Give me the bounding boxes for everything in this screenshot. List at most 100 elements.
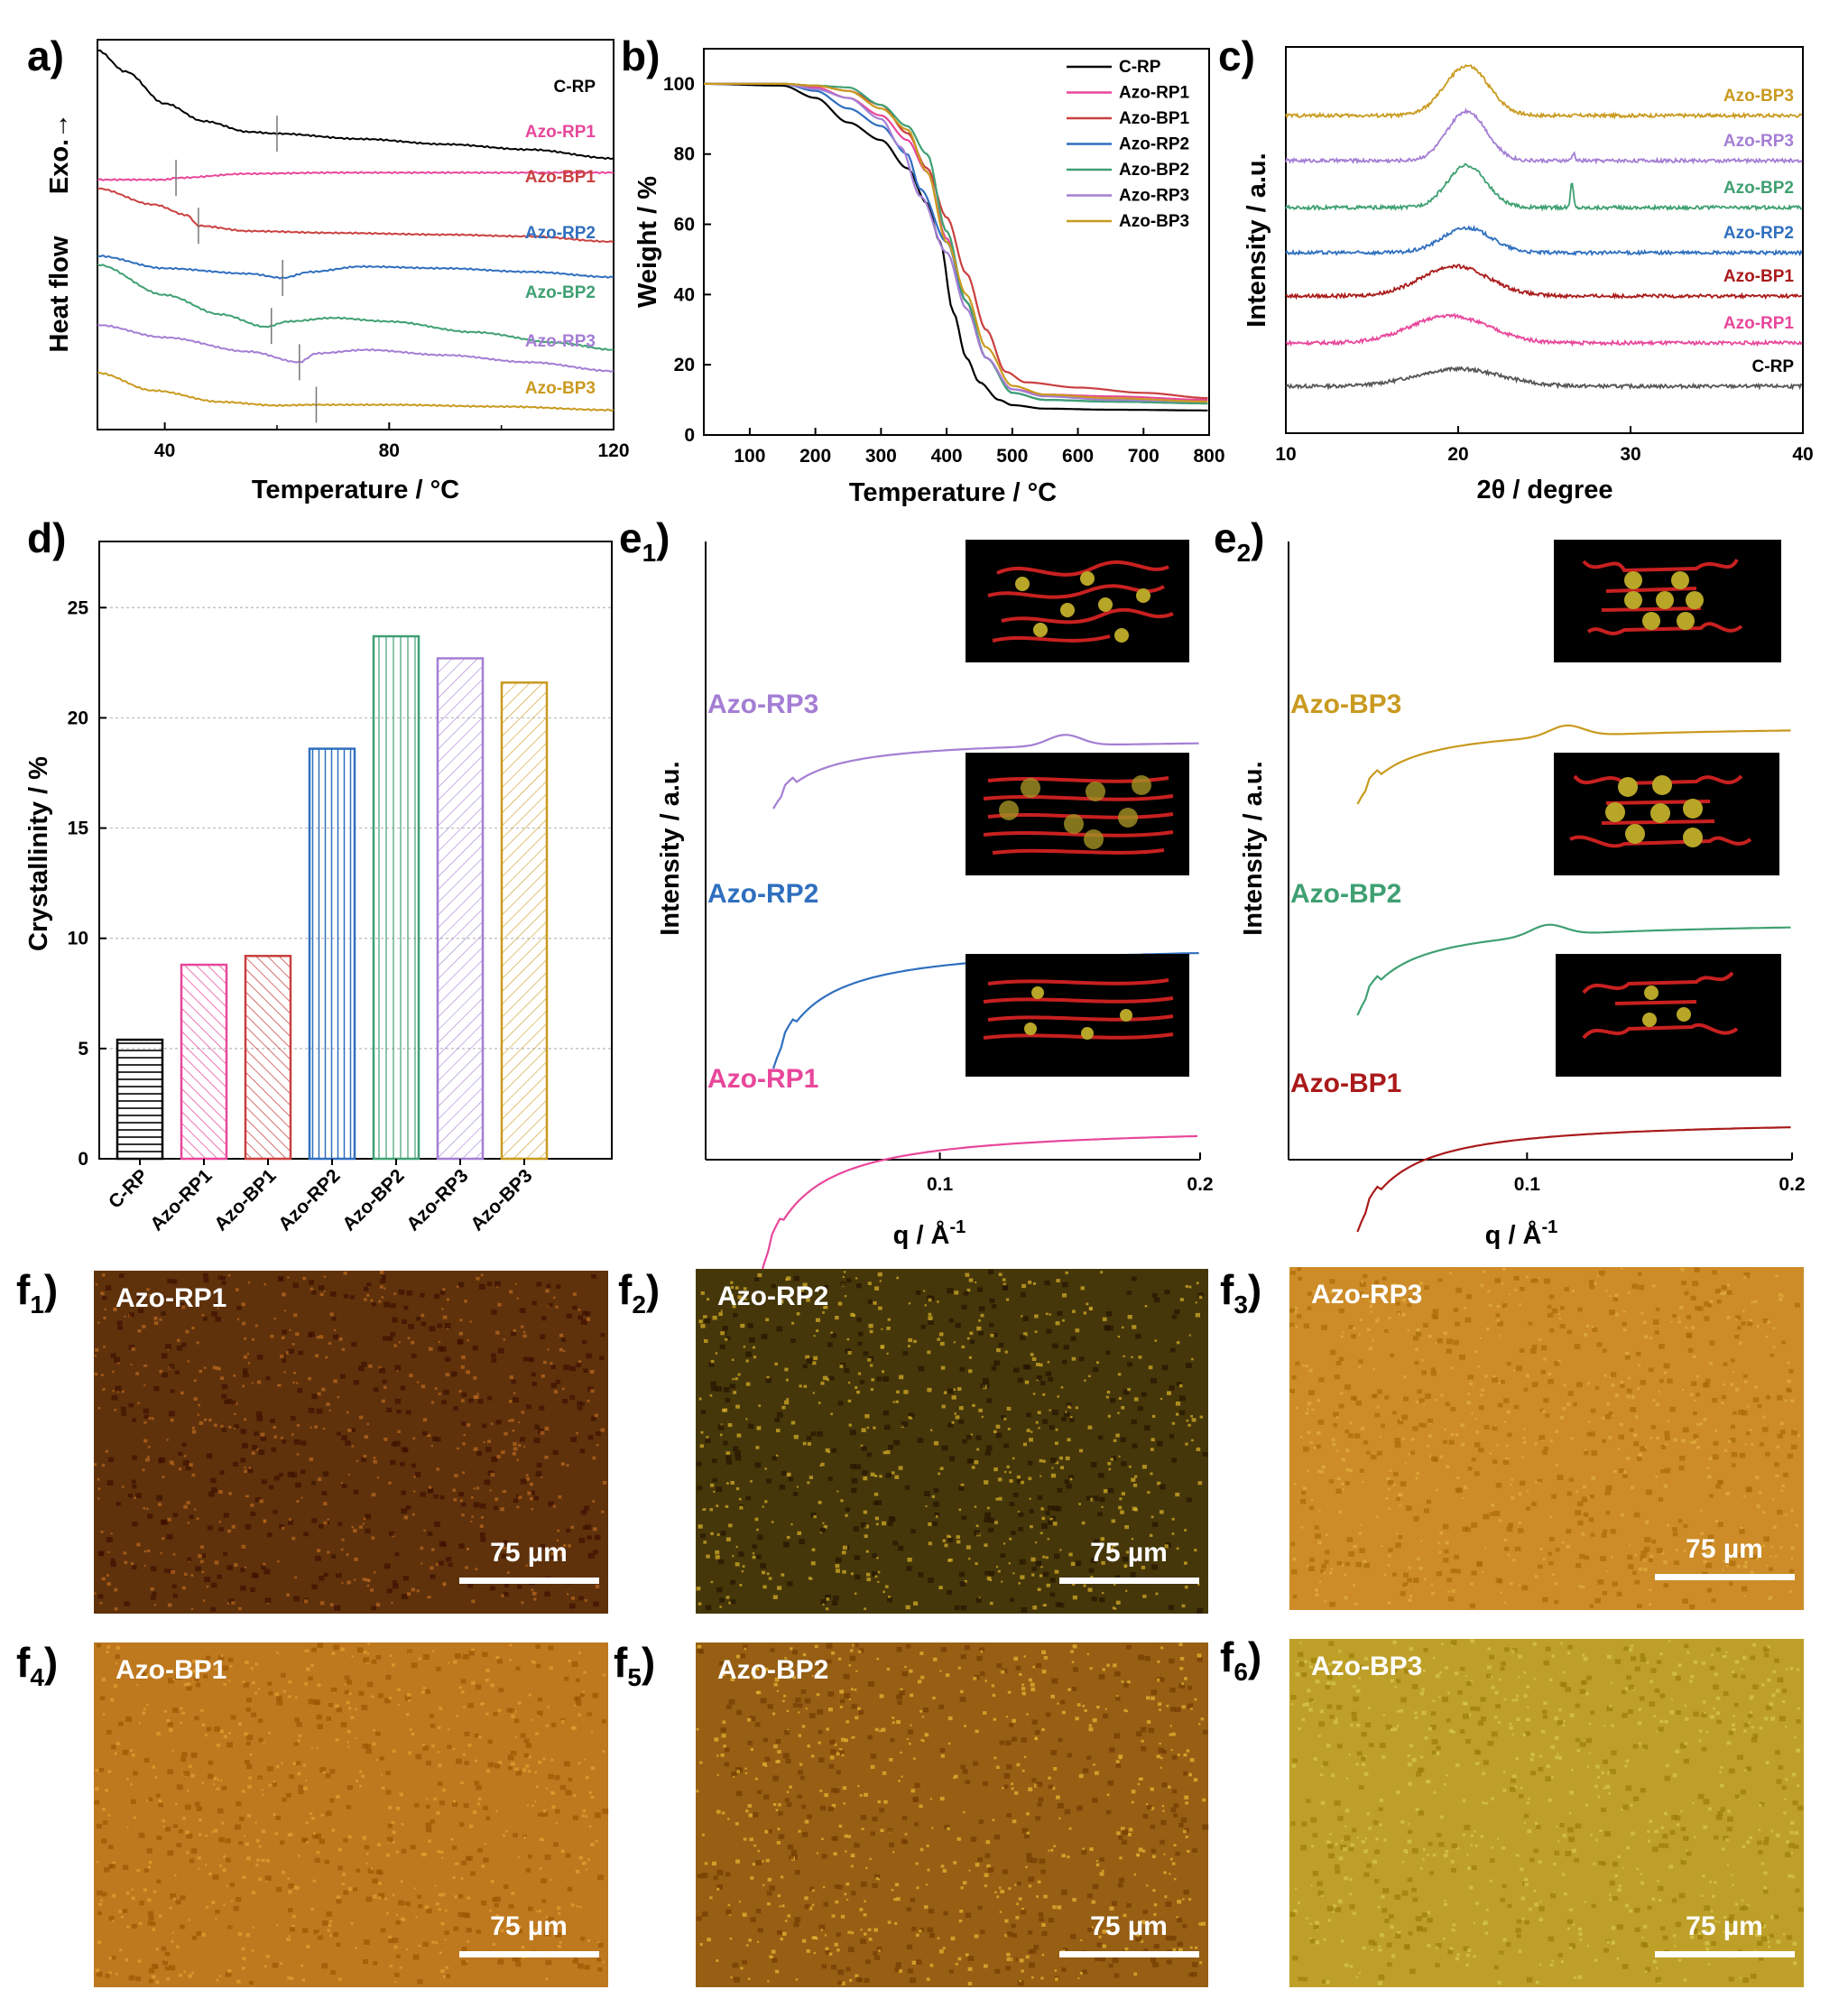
micrograph-texture	[94, 1642, 609, 1985]
tga-y-axis-label: Weight / %	[633, 176, 662, 308]
xrd-series-label: Azo-RP2	[1723, 224, 1794, 243]
crystallinity-y-tick-label: 10	[68, 929, 88, 949]
saxs-rp-series-label: Azo-RP1	[707, 1064, 818, 1094]
xrd-chart: 10 20 30 40 C-RP Azo-RP1 Azo-BP1 Azo-RP2 Azo-BP…	[1243, 46, 1814, 504]
xrd-curve-azo-rp3	[1285, 107, 1803, 165]
scale-bar-label: 75 µm	[490, 1538, 568, 1568]
scale-bar	[1059, 1578, 1199, 1584]
tga-x-tick-label: 100	[734, 446, 765, 467]
crystallinity-x-tick-label: Azo-RP3	[402, 1165, 472, 1235]
schematic-inset-bp2	[1554, 753, 1779, 875]
tga-legend-label: Azo-BP3	[1119, 212, 1189, 231]
tga-x-tick-label: 200	[799, 446, 831, 467]
scale-bar-label: 75 µm	[1686, 1911, 1763, 1941]
saxs-rp-chart: 0.1 0.2 Azo-RP3 Azo-RP2 Azo-RP1 Intensity /…	[656, 540, 1214, 1278]
dsc-plot-frame	[97, 39, 614, 430]
crystallinity-x-tick-label: Azo-RP2	[274, 1165, 344, 1235]
scale-bar-label: 75 µm	[1686, 1534, 1763, 1564]
crystallinity-x-tick-label: Azo-BP1	[210, 1165, 281, 1235]
dsc-y-axis-label: Heat flow	[45, 236, 74, 352]
xrd-curve-azo-bp2	[1285, 162, 1802, 212]
dsc-x-axis-label: Temperature / °C	[252, 476, 459, 504]
tga-y-tick-label: 60	[674, 215, 695, 236]
panel-label-e1: e1)	[619, 514, 670, 567]
saxs-bp-y-axis-label: Intensity / a.u.	[1239, 761, 1268, 935]
dsc-curve-azo-bp1	[97, 187, 614, 244]
tga-y-tick-label: 0	[684, 425, 695, 446]
tga-curve-c-rp	[704, 82, 1208, 412]
dsc-x-tick-label: 80	[379, 440, 400, 461]
crystallinity-y-tick-label: 5	[78, 1039, 88, 1060]
tga-legend-label: C-RP	[1119, 58, 1161, 77]
xrd-x-tick-label: 40	[1792, 444, 1813, 465]
crystallinity-bar-azo-bp2	[372, 634, 420, 1161]
micrograph-sample-label: Azo-BP3	[1311, 1652, 1422, 1681]
saxs-bp-curve-azo-bp1	[1356, 1126, 1791, 1233]
crystallinity-x-tick-label: Azo-RP1	[146, 1165, 217, 1235]
tga-y-tick-label: 80	[674, 144, 695, 165]
scale-bar	[1655, 1951, 1795, 1957]
crystallinity-y-tick-label: 20	[68, 708, 88, 728]
micrograph-texture	[1289, 1267, 1800, 1610]
xrd-series-label: Azo-BP2	[1723, 179, 1794, 198]
tga-x-tick-label: 700	[1128, 446, 1160, 467]
tga-x-axis-label: Temperature / °C	[849, 478, 1057, 507]
dsc-series-label: Azo-BP3	[525, 379, 596, 398]
dsc-curve-azo-rp2	[97, 254, 614, 280]
panel-label-e2: e2)	[1214, 514, 1265, 567]
xrd-plot-frame	[1285, 46, 1804, 434]
xrd-curve-azo-bp3	[1285, 63, 1803, 120]
crystallinity-y-tick-label: 0	[78, 1149, 88, 1170]
tga-legend-label: Azo-RP3	[1119, 187, 1189, 206]
crystallinity-bar-azo-bp1	[244, 955, 292, 1161]
dsc-series-label: Azo-BP1	[525, 168, 596, 187]
scale-bar-label: 75 µm	[1090, 1538, 1168, 1568]
micrograph-grid: Azo-RP1 75 µm f1) Azo-RP2 75 µm f2) Azo-RP3 75 …	[16, 1266, 1804, 1987]
scale-bar-label: 75 µm	[490, 1911, 568, 1941]
micrograph-sample-label: Azo-BP2	[717, 1655, 828, 1685]
saxs-rp-curve-azo-rp1	[759, 1134, 1198, 1278]
micrograph-sample-label: Azo-RP3	[1311, 1280, 1422, 1309]
xrd-curve-azo-rp1	[1285, 312, 1803, 347]
saxs-rp-x-tick-label: 0.1	[927, 1174, 954, 1195]
tga-x-tick-label: 500	[996, 446, 1028, 467]
crystallinity-x-tick-label: Azo-BP3	[467, 1165, 536, 1235]
panel-label-d: d)	[27, 514, 66, 561]
micrograph-texture	[94, 1271, 607, 1612]
xrd-x-tick-label: 20	[1447, 444, 1468, 465]
saxs-bp-x-axis-label: q / Å-1	[1485, 1217, 1558, 1250]
panel-label-f2: f2)	[618, 1266, 660, 1319]
scale-bar	[459, 1951, 599, 1957]
tga-plot-frame	[703, 48, 1210, 436]
tga-x-tick-label: 300	[865, 446, 897, 467]
saxs-bp-curve-azo-bp3	[1356, 724, 1791, 805]
crystallinity-chart: 0510152025C-RPAzo-RP1Azo-BP1Azo-RP2Azo-B…	[24, 541, 613, 1235]
tga-curve-azo-bp1	[704, 82, 1208, 400]
saxs-rp-y-axis-label: Intensity / a.u.	[656, 761, 685, 935]
tga-legend: C-RP Azo-RP1 Azo-BP1 Azo-RP2 Azo-BP2 Azo-RP3 A…	[1067, 58, 1190, 231]
saxs-rp-curve-azo-rp3	[772, 734, 1199, 810]
dsc-curve-c-rp	[97, 49, 614, 161]
xrd-series-label: Azo-RP1	[1723, 314, 1795, 333]
dsc-curve-azo-bp2	[97, 263, 614, 351]
panel-label-c: c)	[1218, 32, 1255, 79]
saxs-bp-series-label: Azo-BP2	[1290, 879, 1401, 909]
tga-legend-label: Azo-RP2	[1119, 135, 1189, 154]
tga-curve-azo-bp3	[704, 82, 1208, 403]
dsc-curve-azo-rp3	[97, 323, 614, 373]
crystallinity-x-tick-label: Azo-BP2	[338, 1165, 408, 1235]
crystallinity-y-axis-label: Crystallinity / %	[24, 756, 53, 951]
micrograph-sample-label: Azo-RP1	[116, 1283, 226, 1313]
micrograph-texture	[1289, 1639, 1804, 1985]
scale-bar	[1655, 1574, 1795, 1580]
tga-x-tick-label: 800	[1193, 446, 1224, 467]
schematic-inset-rp2	[966, 753, 1189, 875]
crystallinity-bar-azo-rp3	[436, 657, 485, 1161]
panel-label-f4: f4)	[16, 1639, 58, 1691]
xrd-curve-azo-rp2	[1285, 225, 1803, 257]
xrd-series-label: Azo-BP1	[1723, 267, 1795, 286]
saxs-bp-curve-azo-bp2	[1356, 923, 1791, 1016]
schematic-inset-rp1	[966, 954, 1189, 1077]
tga-legend-label: Azo-BP1	[1119, 109, 1190, 128]
